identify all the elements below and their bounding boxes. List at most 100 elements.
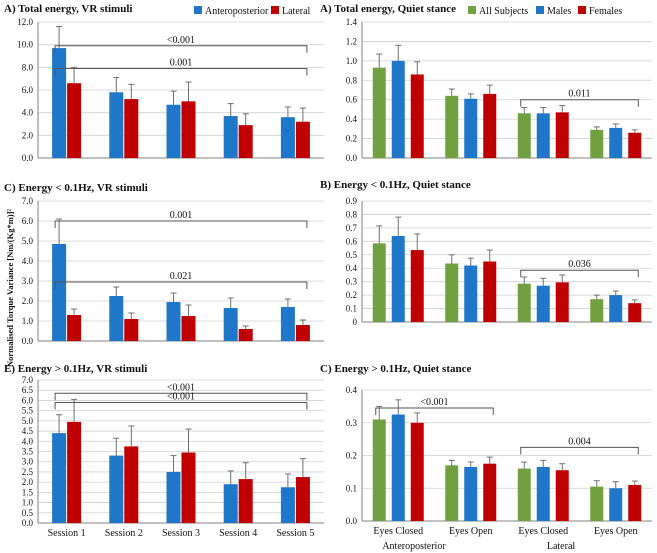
- y-tick-label: 6.0: [22, 395, 34, 405]
- y-tick-label: 12.0: [17, 17, 33, 27]
- legend-vr: Anteroposterior Lateral: [194, 6, 311, 17]
- x-tick-label: Eyes Closed: [373, 526, 423, 537]
- bar-all-subjects: [517, 113, 531, 158]
- bar-lateral: [238, 329, 253, 341]
- y-tick-label: 0.0: [22, 153, 34, 163]
- legend-quiet-stance: All Subjects Males Females: [468, 6, 622, 17]
- bar-lateral: [295, 325, 310, 341]
- p-value-label: 0.001: [170, 57, 193, 68]
- bar-females: [483, 463, 497, 521]
- chart-title: A) Total energy, VR stimuli: [4, 3, 132, 15]
- chart-panel-vr-high: E) Energy > 0.1Hz, VR stimuli 0.00.51.01.…: [4, 363, 324, 539]
- significance-bracket: [520, 269, 639, 278]
- bar-all-subjects: [590, 299, 604, 322]
- y-tick-label: 0.6: [346, 236, 358, 246]
- bar-all-subjects: [517, 468, 531, 521]
- bar-males: [391, 60, 405, 158]
- y-tick-label: 2.0: [22, 477, 34, 487]
- bar-males: [391, 414, 405, 521]
- bar-lateral: [238, 125, 253, 158]
- y-tick-label: 0.0: [22, 336, 34, 346]
- p-value-label: 0.001: [170, 210, 193, 221]
- y-tick-label: 0.3: [346, 418, 358, 428]
- bar-anteroposterior: [52, 244, 67, 341]
- y-tick-label: 0.6: [346, 95, 358, 105]
- y-tick-label: 2.5: [22, 467, 34, 477]
- y-tick-label: 3.0: [22, 276, 34, 286]
- y-tick-label: 2.0: [22, 296, 34, 306]
- x-tick-label: Session 3: [162, 528, 200, 539]
- y-tick-label: 1.5: [22, 487, 34, 497]
- y-tick-label: 0.1: [346, 304, 357, 314]
- chart-title: E) Energy > 0.1Hz, VR stimuli: [4, 363, 147, 375]
- bar-anteroposterior: [52, 433, 67, 523]
- y-tick-label: 0.4: [346, 385, 358, 395]
- chart-title: A) Total energy, Quiet stance: [320, 3, 456, 15]
- y-tick-label: 0.0: [346, 516, 358, 526]
- bar-anteroposterior: [223, 116, 238, 158]
- chart-panel-qs-total: A) Total energy, Quiet stance 0.0 0.2 0.4 0.…: [320, 3, 652, 163]
- legend-swatch-lateral: [271, 6, 279, 14]
- bar-anteroposterior: [166, 104, 181, 158]
- p-value-label: <0.001: [167, 391, 195, 402]
- bar-lateral: [181, 452, 196, 523]
- y-tick-label: 7.0: [22, 375, 34, 385]
- significance-bracket: [54, 281, 308, 289]
- significance-bracket: [54, 401, 308, 410]
- y-tick-label: 1.0: [22, 498, 34, 508]
- legend-label-anteroposterior: Anteroposterior: [205, 6, 269, 17]
- y-tick-label: 5.5: [22, 406, 34, 416]
- bar-anteroposterior: [280, 487, 295, 523]
- bar-females: [555, 112, 569, 158]
- p-value-label: 0.004: [568, 436, 591, 447]
- y-tick-label: 6.0: [22, 85, 34, 95]
- bar-lateral: [124, 446, 139, 523]
- p-value-label: <0.001: [167, 35, 195, 46]
- p-value-label: 0.011: [568, 89, 590, 100]
- bar-all-subjects: [517, 283, 531, 322]
- y-tick-label: 4.0: [22, 108, 34, 118]
- group-label-anteroposterior: Anteroposterior: [382, 541, 446, 552]
- significance-bracket: [54, 220, 308, 228]
- y-tick-label: 0: [353, 317, 358, 327]
- bar-lateral: [67, 315, 82, 341]
- bar-males: [609, 488, 623, 521]
- bar-females: [555, 282, 569, 322]
- y-tick-label: 0.8: [346, 75, 358, 85]
- y-tick-label: 0.0: [346, 153, 358, 163]
- legend-label-lateral: Lateral: [282, 6, 311, 17]
- legend-label-females: Females: [589, 6, 622, 17]
- x-tick-label: Session 5: [276, 528, 314, 539]
- x-tick-label: Eyes Closed: [518, 526, 568, 537]
- bar-males: [609, 295, 623, 322]
- y-tick-label: 4.0: [22, 436, 34, 446]
- bar-lateral: [67, 421, 82, 523]
- y-tick-label: 1.0: [22, 316, 34, 326]
- bar-females: [555, 470, 569, 521]
- y-tick-label: 7.0: [22, 196, 34, 206]
- y-tick-label: 2.0: [22, 130, 34, 140]
- p-value-label: <0.001: [167, 382, 195, 393]
- y-tick-label: 0.3: [346, 277, 358, 287]
- chart-panel-vr-total: A) Total energy, VR stimuli 0.0 2.0 4.0 6.0 8…: [4, 3, 324, 163]
- bar-lateral: [295, 477, 310, 523]
- chart-panel-qs-high: C) Energy > 0.1Hz, Quiet stance 0.0 0.1 0.2…: [320, 363, 652, 537]
- x-tick-label: Eyes Open: [449, 526, 493, 537]
- y-tick-label: 0.4: [346, 263, 358, 273]
- bar-males: [464, 98, 478, 158]
- bar-anteroposterior: [109, 455, 124, 523]
- chart-title: C) Energy < 0.1Hz, VR stimuli: [4, 182, 148, 194]
- bar-lateral: [124, 99, 139, 158]
- bar-anteroposterior: [223, 484, 238, 523]
- y-tick-label: 0.1: [346, 483, 357, 493]
- bar-lateral: [295, 121, 310, 158]
- y-tick-label: 3.0: [22, 457, 34, 467]
- bar-anteroposterior: [166, 302, 181, 341]
- bar-females: [410, 250, 424, 322]
- chart-panel-qs-low: B) Energy < 0.1Hz, Quiet stance 0 0.1 0.2 0.…: [320, 179, 652, 327]
- p-value-label: <0.001: [420, 397, 448, 408]
- significance-bracket: [54, 67, 308, 76]
- y-tick-label: 8.0: [22, 62, 34, 72]
- y-tick-label: 0.2: [346, 290, 357, 300]
